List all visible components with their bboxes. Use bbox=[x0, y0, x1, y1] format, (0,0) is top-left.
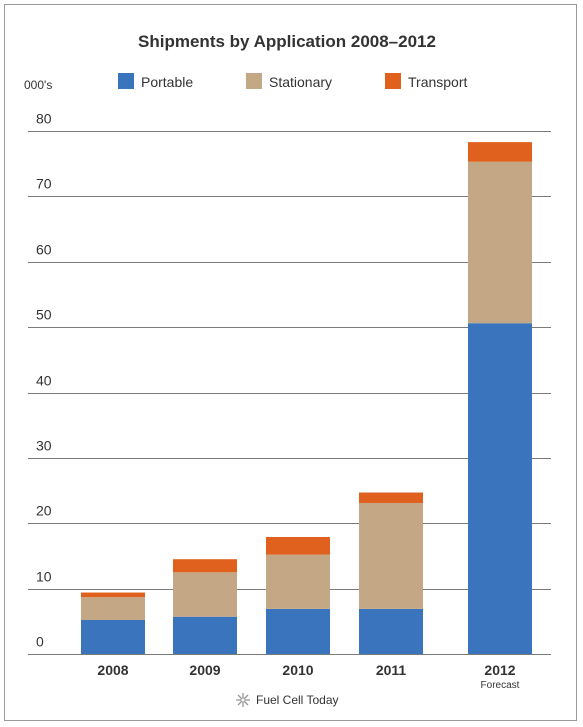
bar-2009-portable bbox=[173, 616, 237, 654]
source-credit: Fuel Cell Today bbox=[236, 693, 339, 707]
bar-2008-portable bbox=[81, 620, 145, 654]
bar-2008-transport bbox=[81, 592, 145, 598]
y-tick-label-70: 70 bbox=[36, 176, 52, 192]
legend: Portable Stationary Transport bbox=[118, 73, 468, 90]
x-tick-label-2009: 2009 bbox=[189, 662, 220, 678]
x-axis-ticks: 2008 2009 2010 2011 2012 Forecast bbox=[97, 662, 519, 691]
bar-2012-portable bbox=[468, 323, 532, 654]
legend-item-transport: Transport bbox=[385, 73, 468, 90]
legend-label-stationary: Stationary bbox=[269, 74, 332, 90]
y-tick-label-60: 60 bbox=[36, 242, 52, 258]
legend-label-transport: Transport bbox=[408, 74, 468, 90]
legend-item-portable: Portable bbox=[118, 73, 193, 90]
bars bbox=[81, 142, 532, 654]
y-tick-label-10: 10 bbox=[36, 569, 52, 585]
legend-label-portable: Portable bbox=[141, 74, 193, 90]
bar-2010-stationary bbox=[266, 554, 330, 609]
bar-2010-transport bbox=[266, 536, 330, 555]
bar-2011-stationary bbox=[359, 502, 423, 609]
bar-2012-transport bbox=[468, 142, 532, 162]
legend-swatch-portable bbox=[118, 73, 134, 89]
source-text: Fuel Cell Today bbox=[256, 693, 339, 707]
chart-frame bbox=[4, 4, 577, 721]
x-tick-label-2011: 2011 bbox=[376, 662, 407, 678]
y-tick-label-40: 40 bbox=[36, 373, 52, 389]
y-tick-label-0: 0 bbox=[36, 634, 44, 650]
unit-label: 000's bbox=[24, 78, 52, 92]
legend-item-stationary: Stationary bbox=[246, 73, 332, 90]
bar-2010-portable bbox=[266, 608, 330, 654]
x-tick-label-2010: 2010 bbox=[282, 662, 313, 678]
y-tick-label-20: 20 bbox=[36, 503, 52, 519]
x-tick-note-2012: Forecast bbox=[481, 680, 520, 691]
bar-2008-stationary bbox=[81, 597, 145, 621]
bar-2009-transport bbox=[173, 559, 237, 573]
fuel-cell-today-logo-icon bbox=[236, 693, 250, 707]
legend-swatch-stationary bbox=[246, 73, 262, 89]
bar-2009-stationary bbox=[173, 572, 237, 617]
bar-2011-transport bbox=[359, 492, 423, 503]
x-tick-label-2012: 2012 bbox=[484, 662, 515, 678]
y-tick-label-80: 80 bbox=[36, 111, 52, 127]
y-tick-label-50: 50 bbox=[36, 307, 52, 323]
y-axis-ticks: 0 10 20 30 40 50 60 70 80 bbox=[36, 111, 52, 650]
x-tick-label-2008: 2008 bbox=[97, 662, 128, 678]
legend-swatch-transport bbox=[385, 73, 401, 89]
bar-2011-portable bbox=[359, 608, 423, 654]
y-tick-label-30: 30 bbox=[36, 438, 52, 454]
chart-title: Shipments by Application 2008–2012 bbox=[138, 32, 436, 51]
gridlines bbox=[28, 131, 551, 655]
bar-2012-stationary bbox=[468, 161, 532, 324]
